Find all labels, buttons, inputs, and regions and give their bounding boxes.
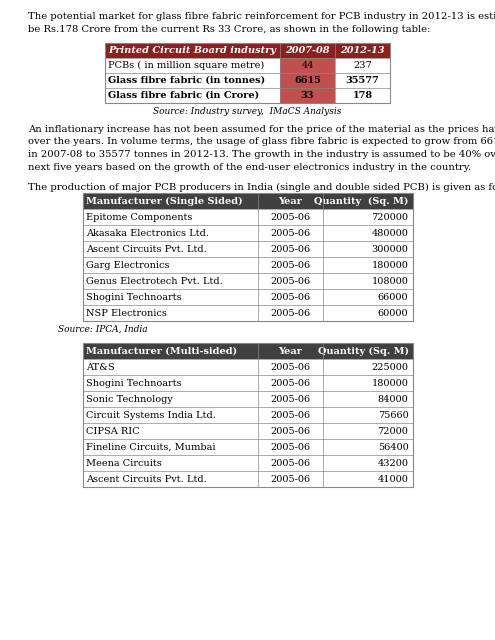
Text: Quantity  (Sq. M): Quantity (Sq. M) bbox=[314, 196, 408, 205]
Text: 300000: 300000 bbox=[372, 244, 408, 253]
Text: Circuit Systems India Ltd.: Circuit Systems India Ltd. bbox=[87, 410, 216, 419]
Text: Source: IPCA, India: Source: IPCA, India bbox=[58, 325, 148, 334]
Text: next five years based on the growth of the end-user electronics industry in the : next five years based on the growth of t… bbox=[28, 163, 471, 172]
Text: The potential market for glass fibre fabric reinforcement for PCB industry in 20: The potential market for glass fibre fab… bbox=[28, 12, 495, 21]
Text: be Rs.178 Crore from the current Rs 33 Crore, as shown in the following table:: be Rs.178 Crore from the current Rs 33 C… bbox=[28, 24, 431, 33]
Text: AT&S: AT&S bbox=[87, 362, 115, 371]
Text: Source: Industry survey,  IMaCS Analysis: Source: Industry survey, IMaCS Analysis bbox=[153, 107, 342, 116]
Text: 225000: 225000 bbox=[372, 362, 408, 371]
Text: 33: 33 bbox=[301, 91, 314, 100]
Bar bbox=[105, 43, 390, 103]
Text: Akasaka Electronics Ltd.: Akasaka Electronics Ltd. bbox=[87, 228, 209, 237]
Text: Manufacturer (Single Sided): Manufacturer (Single Sided) bbox=[87, 196, 243, 205]
Bar bbox=[105, 43, 390, 58]
Text: 75660: 75660 bbox=[378, 410, 408, 419]
Bar bbox=[83, 193, 412, 321]
Text: over the years. In volume terms, the usage of glass fibre fabric is expected to : over the years. In volume terms, the usa… bbox=[28, 138, 495, 147]
Text: 44: 44 bbox=[301, 61, 314, 70]
Bar bbox=[280, 88, 335, 103]
Text: 720000: 720000 bbox=[372, 212, 408, 221]
Text: Shogini Technoarts: Shogini Technoarts bbox=[87, 378, 182, 387]
Text: 2005-06: 2005-06 bbox=[270, 410, 310, 419]
Text: 72000: 72000 bbox=[378, 426, 408, 435]
Text: 2005-06: 2005-06 bbox=[270, 474, 310, 483]
Text: Printed Circuit Board industry: Printed Circuit Board industry bbox=[108, 46, 276, 55]
Text: CIPSA RIC: CIPSA RIC bbox=[87, 426, 140, 435]
Text: 41000: 41000 bbox=[378, 474, 408, 483]
Bar bbox=[83, 343, 412, 487]
Text: Epitome Components: Epitome Components bbox=[87, 212, 193, 221]
Text: Year: Year bbox=[278, 196, 302, 205]
Text: 2005-06: 2005-06 bbox=[270, 292, 310, 301]
Text: The production of major PCB producers in India (single and double sided PCB) is : The production of major PCB producers in… bbox=[28, 183, 495, 192]
Text: Fineline Circuits, Mumbai: Fineline Circuits, Mumbai bbox=[87, 442, 216, 451]
Text: 480000: 480000 bbox=[372, 228, 408, 237]
Text: 35577: 35577 bbox=[346, 76, 379, 85]
Bar bbox=[280, 58, 335, 73]
Text: 2005-06: 2005-06 bbox=[270, 244, 310, 253]
Text: 2007-08: 2007-08 bbox=[285, 46, 330, 55]
Text: Ascent Circuits Pvt. Ltd.: Ascent Circuits Pvt. Ltd. bbox=[87, 474, 207, 483]
Text: Manufacturer (Multi-sided): Manufacturer (Multi-sided) bbox=[87, 346, 238, 355]
Text: Glass fibre fabric (in tonnes): Glass fibre fabric (in tonnes) bbox=[108, 76, 265, 85]
Text: Glass fibre fabric (in Crore): Glass fibre fabric (in Crore) bbox=[108, 91, 259, 100]
Text: 56400: 56400 bbox=[378, 442, 408, 451]
Text: PCBs ( in million square metre): PCBs ( in million square metre) bbox=[108, 61, 264, 70]
Text: 2012-13: 2012-13 bbox=[340, 46, 385, 55]
Text: 2005-06: 2005-06 bbox=[270, 260, 310, 269]
Text: 2005-06: 2005-06 bbox=[270, 442, 310, 451]
Text: Year: Year bbox=[278, 346, 302, 355]
Text: 66000: 66000 bbox=[378, 292, 408, 301]
Text: 178: 178 bbox=[352, 91, 373, 100]
Text: 2005-06: 2005-06 bbox=[270, 276, 310, 285]
Text: Meena Circuits: Meena Circuits bbox=[87, 458, 162, 467]
Bar bbox=[83, 343, 412, 359]
Text: 180000: 180000 bbox=[372, 378, 408, 387]
Text: Shogini Technoarts: Shogini Technoarts bbox=[87, 292, 182, 301]
Text: 2005-06: 2005-06 bbox=[270, 378, 310, 387]
Text: 180000: 180000 bbox=[372, 260, 408, 269]
Text: 2005-06: 2005-06 bbox=[270, 426, 310, 435]
Text: 84000: 84000 bbox=[378, 394, 408, 403]
Text: 6615: 6615 bbox=[294, 76, 321, 85]
Text: NSP Electronics: NSP Electronics bbox=[87, 308, 167, 317]
Bar bbox=[83, 193, 412, 209]
Text: 2005-06: 2005-06 bbox=[270, 308, 310, 317]
Text: Quantity (Sq. M): Quantity (Sq. M) bbox=[317, 346, 408, 356]
Bar bbox=[280, 73, 335, 88]
Text: 2005-06: 2005-06 bbox=[270, 228, 310, 237]
Text: Sonic Technology: Sonic Technology bbox=[87, 394, 173, 403]
Bar bbox=[83, 193, 412, 321]
Text: 2005-06: 2005-06 bbox=[270, 362, 310, 371]
Text: Genus Electrotech Pvt. Ltd.: Genus Electrotech Pvt. Ltd. bbox=[87, 276, 223, 285]
Text: 2005-06: 2005-06 bbox=[270, 458, 310, 467]
Text: Ascent Circuits Pvt. Ltd.: Ascent Circuits Pvt. Ltd. bbox=[87, 244, 207, 253]
Bar bbox=[83, 343, 412, 487]
Bar bbox=[105, 43, 390, 103]
Text: in 2007-08 to 35577 tonnes in 2012-13. The growth in the industry is assumed to : in 2007-08 to 35577 tonnes in 2012-13. T… bbox=[28, 150, 495, 159]
Text: 2005-06: 2005-06 bbox=[270, 394, 310, 403]
Text: An inflationary increase has not been assumed for the price of the material as t: An inflationary increase has not been as… bbox=[28, 125, 495, 134]
Text: 108000: 108000 bbox=[372, 276, 408, 285]
Text: 43200: 43200 bbox=[378, 458, 408, 467]
Text: 60000: 60000 bbox=[378, 308, 408, 317]
Text: 2005-06: 2005-06 bbox=[270, 212, 310, 221]
Text: Garg Electronics: Garg Electronics bbox=[87, 260, 170, 269]
Text: 237: 237 bbox=[353, 61, 372, 70]
